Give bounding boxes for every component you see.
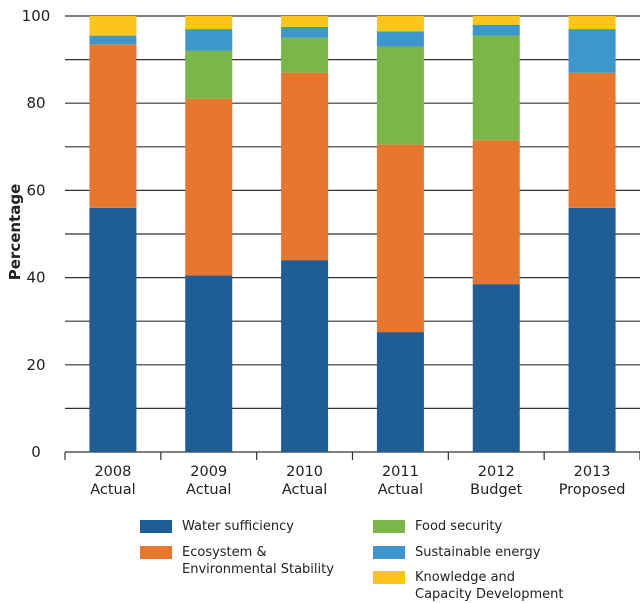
x-tick-label: 2008 Actual — [90, 464, 135, 498]
legend-label: Water sufficiency — [182, 519, 294, 534]
legend-item: Knowledge and Capacity Development — [373, 569, 615, 603]
bar-segment — [185, 275, 233, 452]
bar-segment — [472, 140, 520, 285]
y-tick-label: 80 — [26, 94, 45, 112]
x-tick-label: 2011 Actual — [378, 464, 423, 498]
bar-segment — [376, 16, 424, 32]
bar-segment — [185, 29, 233, 51]
bar-segment — [472, 16, 520, 25]
legend-item: Sustainable energy — [373, 544, 615, 561]
legend-item: Ecosystem & Environmental Stability — [140, 544, 382, 578]
x-tick-label: 2012 Budget — [470, 464, 522, 498]
x-tick-label: 2010 Actual — [282, 464, 327, 498]
legend-swatch — [373, 571, 405, 584]
bar-segment — [89, 35, 137, 45]
bar-segment — [472, 284, 520, 452]
bar-segment — [472, 35, 520, 141]
stacked-bar-chart: 0 20 40 60 80 100 2008 Actual 2009 Actual 2010 Act… — [6, 7, 640, 498]
y-tick-label: 40 — [26, 269, 45, 287]
bar-segment — [568, 207, 616, 452]
legend-label: Ecosystem & Environmental Stability — [182, 545, 334, 577]
legend-item: Food security — [373, 518, 615, 535]
bar-segment — [281, 260, 329, 452]
bar-segment — [185, 98, 233, 276]
y-tick-labels: 0 20 40 60 80 100 — [22, 7, 51, 461]
x-tick-label: 2013 Proposed — [559, 464, 626, 498]
gridlines — [65, 15, 640, 409]
bar-segment — [281, 26, 329, 38]
bar-segment — [281, 37, 329, 73]
x-tick-label: 2009 Actual — [186, 464, 231, 498]
legend-swatch — [140, 546, 172, 559]
y-tick-label: 60 — [26, 181, 45, 199]
bar-segment — [568, 16, 616, 30]
y-tick-label: 0 — [31, 443, 41, 461]
bar-segment — [472, 24, 520, 36]
bar-segment — [89, 207, 137, 452]
legend: Water sufficiency Ecosystem & Environmenta… — [140, 518, 610, 602]
bar-segment — [568, 29, 616, 73]
legend-label: Knowledge and Capacity Development — [415, 570, 564, 602]
legend-swatch — [373, 520, 405, 533]
bar-segment — [376, 332, 424, 452]
bar-segment — [185, 16, 233, 30]
bar-segment — [376, 31, 424, 47]
x-tick-labels: 2008 Actual 2009 Actual 2010 Actual 2011 Actual… — [90, 464, 625, 498]
legend-label: Sustainable energy — [415, 545, 541, 560]
bar-segment — [89, 16, 137, 36]
y-axis-label: Percentage — [6, 184, 24, 281]
bar-segment — [568, 72, 616, 208]
bars — [89, 16, 616, 452]
legend-swatch — [373, 546, 405, 559]
bar-segment — [376, 144, 424, 333]
legend-item: Water sufficiency — [140, 518, 382, 535]
bar-segment — [376, 46, 424, 145]
bar-segment — [185, 50, 233, 99]
legend-label: Food security — [415, 519, 503, 534]
y-tick-label: 20 — [26, 356, 45, 374]
bar-segment — [281, 16, 329, 27]
bar-segment — [281, 72, 329, 261]
legend-swatch — [140, 520, 172, 533]
axes — [64, 451, 640, 460]
y-tick-label: 100 — [22, 7, 51, 25]
bar-segment — [89, 44, 137, 208]
